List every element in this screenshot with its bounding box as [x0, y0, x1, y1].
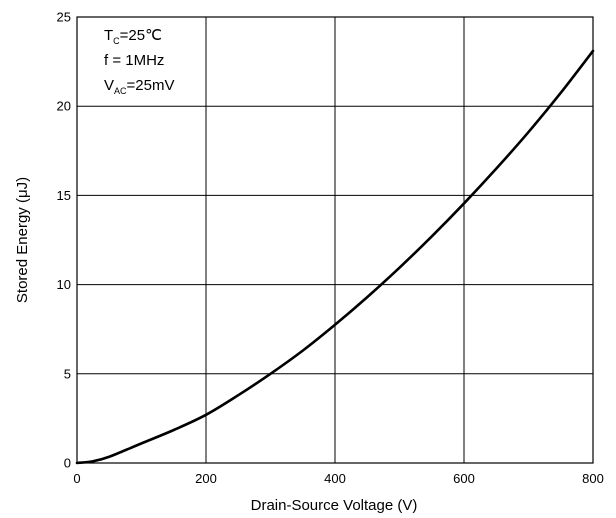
- x-tick-label: 0: [73, 471, 80, 486]
- annotation-tc-symbol: T: [104, 27, 113, 44]
- x-tick-label: 200: [195, 471, 217, 486]
- x-tick-label: 600: [453, 471, 475, 486]
- series-layer: [75, 49, 595, 465]
- stored-energy-curve: [75, 49, 595, 465]
- annotation-tc-value: =25℃: [120, 27, 162, 44]
- annotation-frequency: f = 1MHz: [104, 52, 164, 69]
- y-tick-label: 25: [57, 10, 71, 25]
- y-tick-label: 20: [57, 99, 71, 114]
- y-tick-label: 10: [57, 277, 71, 292]
- annotation-vac-symbol: V: [104, 77, 114, 94]
- conditions-annotation: TC=25℃ f = 1MHz VAC=25mV: [104, 27, 174, 96]
- tick-labels: 0 200 400 600 800 0 5 10 15 20 25: [57, 10, 604, 487]
- plot-frame: [76, 16, 594, 464]
- annotation-tc: TC=25℃: [104, 27, 162, 46]
- y-tick-label: 15: [57, 188, 71, 203]
- annotation-vac-value: =25mV: [127, 77, 175, 94]
- y-axis-title: Stored Energy (μJ): [14, 177, 31, 303]
- annotation-vac-sub: AC: [114, 86, 127, 96]
- x-tick-label: 400: [324, 471, 346, 486]
- annotation-tc-sub: C: [113, 36, 120, 46]
- y-tick-label: 0: [64, 456, 71, 471]
- x-tick-label: 800: [582, 471, 604, 486]
- annotation-vac: VAC=25mV: [104, 77, 174, 96]
- x-axis-title: Drain-Source Voltage (V): [251, 497, 418, 514]
- grid: [77, 17, 593, 463]
- y-tick-label: 5: [64, 366, 71, 381]
